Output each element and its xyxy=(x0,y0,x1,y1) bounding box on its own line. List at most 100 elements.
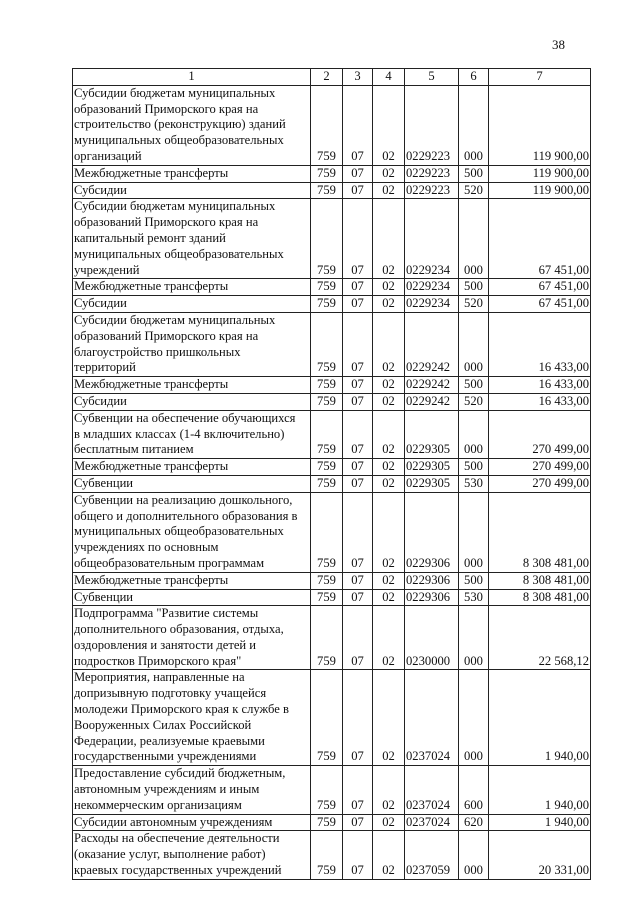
expense-type-cell: 000 xyxy=(458,198,489,280)
code-cell: 759 xyxy=(310,491,343,573)
table-row: Субвенции 759 07 02 0229306 530 8 308 481,00 xyxy=(72,588,591,607)
table-row: Подпрограмма "Развитие системы дополните… xyxy=(72,605,591,671)
expense-type-cell: 000 xyxy=(458,84,489,166)
amount-cell: 67 451,00 xyxy=(488,198,591,280)
amount-cell: 1 940,00 xyxy=(488,765,591,815)
code-cell: 759 xyxy=(310,571,343,590)
expense-type-cell: 520 xyxy=(458,392,489,411)
subsection-cell: 02 xyxy=(372,278,405,297)
target-article-cell: 0237024 xyxy=(404,813,459,832)
expense-type-cell: 000 xyxy=(458,605,489,671)
table-row: Субвенции на реализацию дошкольного, общ… xyxy=(72,491,591,573)
table-row: Субвенции 759 07 02 0229305 530 270 499,00 xyxy=(72,474,591,493)
amount-cell: 8 308 481,00 xyxy=(488,588,591,607)
table-row: Межбюджетные трансферты 759 07 02 0229242 500… xyxy=(72,376,591,394)
section-cell: 07 xyxy=(342,474,373,493)
code-cell: 759 xyxy=(310,376,343,394)
expense-type-cell: 000 xyxy=(458,491,489,573)
amount-cell: 270 499,00 xyxy=(488,409,591,460)
section-cell: 07 xyxy=(342,84,373,166)
amount-cell: 16 433,00 xyxy=(488,392,591,411)
table-row: Расходы на обеспечение деятельности (ока… xyxy=(72,830,591,880)
target-article-cell: 0229234 xyxy=(404,198,459,280)
description-cell: Межбюджетные трансферты xyxy=(72,164,311,183)
section-cell: 07 xyxy=(342,813,373,832)
section-cell: 07 xyxy=(342,409,373,460)
amount-cell: 119 900,00 xyxy=(488,181,591,200)
table-row: Мероприятия, направленные на допризывную… xyxy=(72,669,591,767)
code-cell: 759 xyxy=(310,669,343,767)
expense-type-cell: 530 xyxy=(458,588,489,607)
target-article-cell: 0229242 xyxy=(404,376,459,394)
expense-type-cell: 520 xyxy=(458,295,489,313)
page-number: 38 xyxy=(552,37,565,52)
amount-cell: 8 308 481,00 xyxy=(488,491,591,573)
table-row: Субсидии бюджетам муниципальных образова… xyxy=(72,311,591,378)
description-cell: Расходы на обеспечение деятельности (ока… xyxy=(72,830,311,880)
target-article-cell: 0229242 xyxy=(404,311,459,378)
section-cell: 07 xyxy=(342,198,373,280)
code-cell: 759 xyxy=(310,474,343,493)
column-header-6: 6 xyxy=(458,68,489,86)
code-cell: 759 xyxy=(310,813,343,832)
description-cell: Межбюджетные трансферты xyxy=(72,278,311,297)
expense-type-cell: 600 xyxy=(458,765,489,815)
description-cell: Межбюджетные трансферты xyxy=(72,571,311,590)
section-cell: 07 xyxy=(342,491,373,573)
subsection-cell: 02 xyxy=(372,409,405,460)
code-cell: 759 xyxy=(310,392,343,411)
expense-type-cell: 500 xyxy=(458,458,489,476)
target-article-cell: 0229306 xyxy=(404,491,459,573)
amount-cell: 119 900,00 xyxy=(488,84,591,166)
table-row: Субсидии 759 07 02 0229223 520 119 900,00 xyxy=(72,181,591,200)
description-cell: Предоставление субсидий бюджетным, автон… xyxy=(72,765,311,815)
subsection-cell: 02 xyxy=(372,84,405,166)
section-cell: 07 xyxy=(342,164,373,183)
code-cell: 759 xyxy=(310,311,343,378)
target-article-cell: 0229305 xyxy=(404,474,459,493)
column-header-5: 5 xyxy=(404,68,459,86)
target-article-cell: 0229223 xyxy=(404,181,459,200)
code-cell: 759 xyxy=(310,458,343,476)
amount-cell: 16 433,00 xyxy=(488,376,591,394)
amount-cell: 1 940,00 xyxy=(488,669,591,767)
target-article-cell: 0229242 xyxy=(404,392,459,411)
amount-cell: 67 451,00 xyxy=(488,295,591,313)
description-cell: Субсидии бюджетам муниципальных образова… xyxy=(72,84,311,166)
column-header-2: 2 xyxy=(310,68,343,86)
subsection-cell: 02 xyxy=(372,813,405,832)
expense-type-cell: 000 xyxy=(458,669,489,767)
description-cell: Субсидии xyxy=(72,392,311,411)
target-article-cell: 0229223 xyxy=(404,164,459,183)
amount-cell: 270 499,00 xyxy=(488,458,591,476)
description-cell: Субвенции на реализацию дошкольного, общ… xyxy=(72,491,311,573)
table-row: Субсидии 759 07 02 0229242 520 16 433,00 xyxy=(72,392,591,411)
table-row: Субсидии 759 07 02 0229234 520 67 451,00 xyxy=(72,295,591,313)
subsection-cell: 02 xyxy=(372,392,405,411)
subsection-cell: 02 xyxy=(372,588,405,607)
code-cell: 759 xyxy=(310,765,343,815)
table-row: Предоставление субсидий бюджетным, автон… xyxy=(72,765,591,815)
description-cell: Субсидии xyxy=(72,181,311,200)
table-row: Межбюджетные трансферты 759 07 02 0229223 500… xyxy=(72,164,591,183)
target-article-cell: 0229234 xyxy=(404,295,459,313)
subsection-cell: 02 xyxy=(372,181,405,200)
code-cell: 759 xyxy=(310,830,343,880)
code-cell: 759 xyxy=(310,198,343,280)
target-article-cell: 0229305 xyxy=(404,458,459,476)
column-header-7: 7 xyxy=(488,68,591,86)
target-article-cell: 0237024 xyxy=(404,669,459,767)
target-article-cell: 0229306 xyxy=(404,588,459,607)
subsection-cell: 02 xyxy=(372,295,405,313)
section-cell: 07 xyxy=(342,311,373,378)
expense-type-cell: 500 xyxy=(458,278,489,297)
section-cell: 07 xyxy=(342,588,373,607)
subsection-cell: 02 xyxy=(372,198,405,280)
section-cell: 07 xyxy=(342,669,373,767)
description-cell: Субвенции на обеспечение обучающихся в м… xyxy=(72,409,311,460)
subsection-cell: 02 xyxy=(372,605,405,671)
amount-cell: 119 900,00 xyxy=(488,164,591,183)
section-cell: 07 xyxy=(342,458,373,476)
section-cell: 07 xyxy=(342,765,373,815)
table-row: Межбюджетные трансферты 759 07 02 0229234 500… xyxy=(72,278,591,297)
